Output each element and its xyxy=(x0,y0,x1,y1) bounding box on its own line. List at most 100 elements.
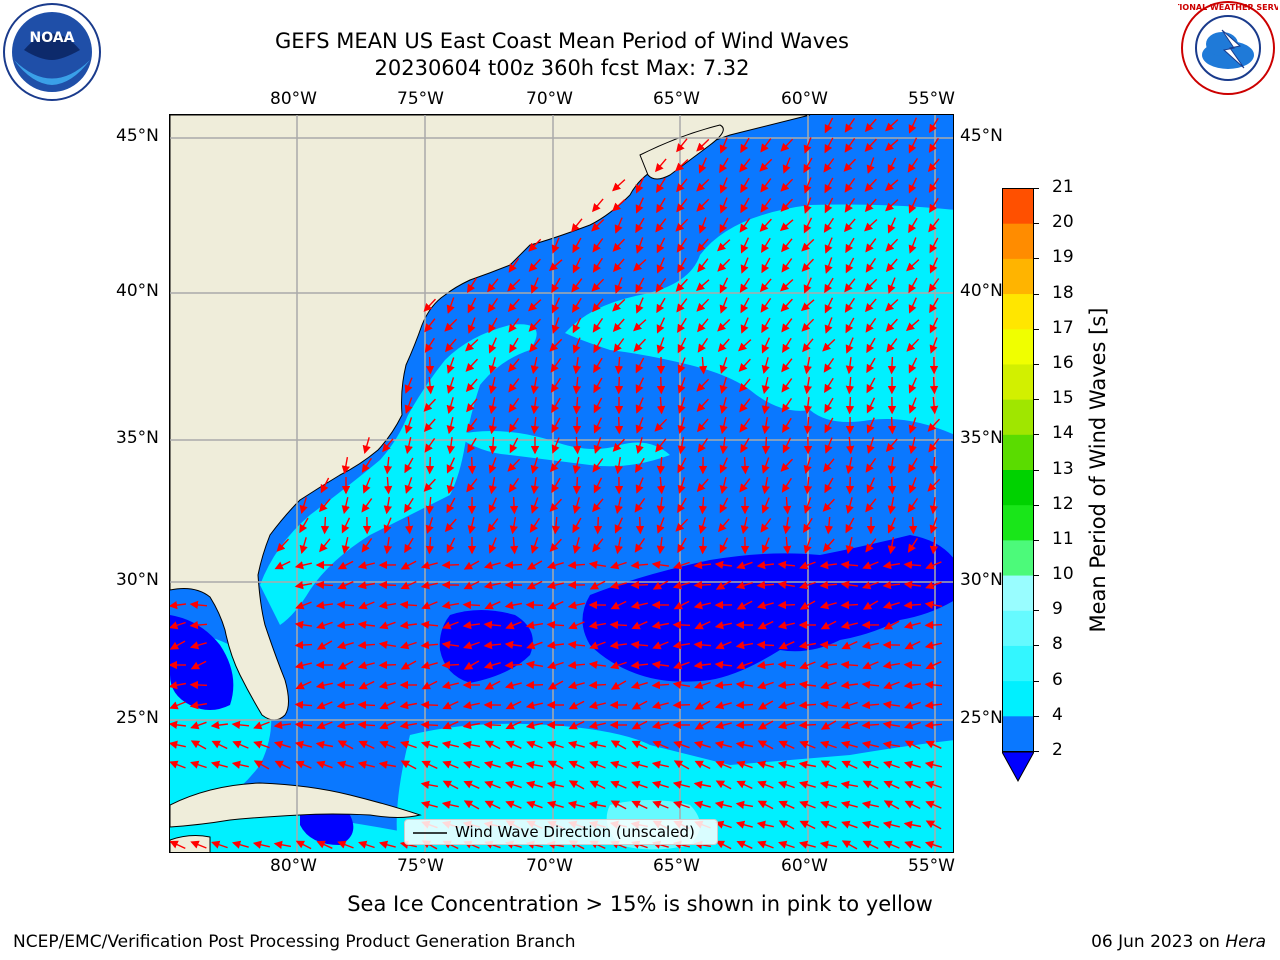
wind-wave-arrow xyxy=(170,740,186,749)
wind-wave-arrow xyxy=(635,477,644,494)
wind-wave-arrow xyxy=(488,377,497,395)
wind-wave-arrow xyxy=(803,457,812,475)
wind-wave-arrow xyxy=(336,600,355,610)
wind-wave-arrow xyxy=(844,297,855,313)
wind-wave-arrow xyxy=(845,497,854,515)
wind-wave-arrow xyxy=(656,177,666,193)
wind-wave-arrow xyxy=(530,537,539,554)
wind-wave-arrow xyxy=(696,198,710,212)
wind-wave-arrow xyxy=(904,780,921,789)
wind-wave-arrow xyxy=(252,840,270,849)
wind-wave-arrow xyxy=(635,417,644,434)
wind-wave-arrow xyxy=(698,496,708,515)
wind-wave-arrow xyxy=(697,418,709,433)
wind-wave-arrow xyxy=(777,701,795,710)
wind-wave-arrow xyxy=(631,621,648,630)
wind-wave-arrow xyxy=(170,621,186,630)
wind-wave-arrow xyxy=(420,561,438,570)
wind-wave-arrow xyxy=(761,416,770,435)
wind-wave-arrow xyxy=(861,740,879,749)
wind-wave-arrow xyxy=(777,680,796,690)
wind-wave-arrow xyxy=(865,457,877,473)
wind-wave-arrow xyxy=(740,456,750,475)
wind-wave-arrow xyxy=(509,516,518,535)
wind-wave-arrow xyxy=(656,337,665,354)
wind-wave-arrow xyxy=(820,760,837,770)
wind-wave-arrow xyxy=(866,417,875,434)
wind-wave-arrow xyxy=(695,279,710,292)
wind-wave-arrow xyxy=(404,477,413,494)
wind-wave-arrow xyxy=(467,317,476,334)
wind-wave-arrow xyxy=(840,560,859,570)
wind-wave-arrow xyxy=(719,497,729,514)
wind-wave-arrow xyxy=(357,760,375,769)
wind-wave-arrow xyxy=(361,498,373,513)
wind-wave-arrow xyxy=(845,357,855,375)
wind-wave-arrow xyxy=(676,138,688,153)
wind-wave-arrow xyxy=(508,358,520,373)
wind-wave-arrow xyxy=(336,721,355,730)
wind-wave-arrow xyxy=(609,620,628,630)
wind-wave-arrow xyxy=(803,537,812,554)
wind-wave-arrow xyxy=(861,820,879,829)
colorbar-segment xyxy=(1002,575,1034,611)
wind-wave-arrow xyxy=(424,337,435,353)
lat-tick-right: 30°N xyxy=(960,570,1003,590)
wind-wave-arrow xyxy=(546,581,564,590)
wind-wave-arrow xyxy=(908,477,917,494)
wind-wave-arrow xyxy=(694,720,711,730)
wind-wave-arrow xyxy=(549,498,563,512)
wind-wave-arrow xyxy=(612,198,626,212)
wind-wave-arrow xyxy=(714,560,732,570)
wind-wave-arrow xyxy=(673,600,690,610)
wind-wave-arrow xyxy=(483,581,501,590)
wind-wave-arrow xyxy=(696,478,709,493)
wind-wave-arrow xyxy=(190,721,207,730)
wind-wave-arrow xyxy=(508,378,520,393)
wind-wave-arrow xyxy=(672,620,691,630)
wind-wave-arrow xyxy=(882,561,901,570)
wind-wave-arrow xyxy=(824,437,833,454)
wind-wave-arrow xyxy=(735,581,753,590)
lat-tick-left: 35°N xyxy=(116,428,159,448)
wind-wave-arrow xyxy=(336,620,355,630)
wind-wave-arrow xyxy=(546,561,564,570)
wind-wave-arrow xyxy=(190,760,207,769)
wind-wave-arrow xyxy=(420,661,438,670)
wind-wave-arrow xyxy=(508,397,520,413)
wind-wave-arrow xyxy=(740,437,750,454)
wind-wave-arrow xyxy=(589,780,606,790)
wind-wave-arrow xyxy=(798,780,816,789)
wind-wave-arrow xyxy=(887,157,897,174)
wind-wave-arrow xyxy=(840,740,858,749)
wind-wave-arrow xyxy=(357,661,375,670)
wind-wave-arrow xyxy=(294,720,313,730)
wind-wave-arrow xyxy=(929,297,939,314)
wind-wave-arrow xyxy=(719,217,729,234)
wind-wave-arrow xyxy=(819,780,837,789)
wind-wave-arrow xyxy=(841,840,858,850)
wind-wave-arrow xyxy=(444,518,457,533)
land-cuba xyxy=(170,782,422,828)
wind-wave-arrow xyxy=(760,198,772,213)
wind-wave-arrow xyxy=(861,680,880,690)
wind-wave-arrow xyxy=(740,317,749,334)
wind-wave-arrow xyxy=(273,740,291,749)
wind-wave-arrow xyxy=(782,417,792,433)
wind-wave-arrow xyxy=(782,437,792,454)
wind-wave-arrow xyxy=(572,376,582,395)
map-legend: Wind Wave Direction (unscaled) xyxy=(404,819,718,845)
wind-wave-arrow xyxy=(504,660,523,670)
wind-wave-arrow xyxy=(677,397,686,414)
wind-wave-arrow xyxy=(908,437,917,455)
wind-wave-arrow xyxy=(696,378,710,392)
wind-wave-arrow xyxy=(505,621,522,630)
wind-wave-arrow xyxy=(463,660,480,670)
wind-wave-arrow xyxy=(592,198,604,213)
wind-wave-arrow xyxy=(572,436,582,455)
wind-wave-arrow xyxy=(864,198,877,213)
wind-wave-arrow xyxy=(572,537,581,555)
wind-wave-arrow xyxy=(652,800,669,809)
wind-wave-arrow xyxy=(529,338,541,353)
wind-wave-arrow xyxy=(845,537,854,555)
